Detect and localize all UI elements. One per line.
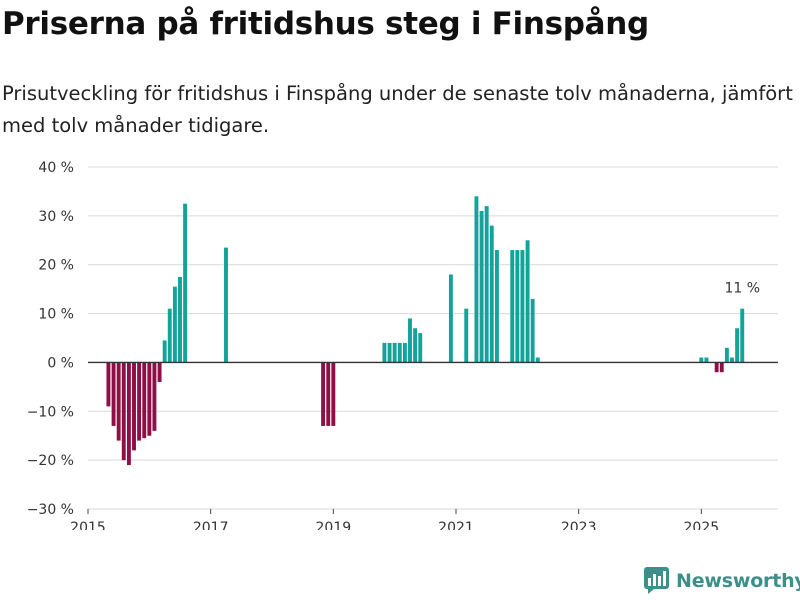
chart-title: Priserna på fritidshus steg i Finspång: [2, 6, 649, 42]
newsworthy-logo: Newsworthy: [644, 567, 800, 594]
bar: [520, 250, 525, 363]
bar: [147, 362, 152, 436]
bar: [321, 362, 326, 426]
bar: [392, 342, 397, 363]
bar: [162, 340, 167, 363]
bar: [111, 362, 116, 426]
y-axis: 40 % 30 % 20 % 10 % 0 % −10 % −20 % −30 %: [27, 160, 74, 518]
y-tick-label: 40 %: [38, 160, 74, 176]
y-tick-label: 30 %: [38, 209, 74, 225]
y-tick-label: −30 %: [27, 502, 74, 518]
bar: [418, 333, 423, 363]
bar: [735, 328, 740, 363]
bar: [724, 347, 729, 363]
bar: [326, 362, 331, 426]
bar: [484, 206, 489, 363]
y-tick-label: 10 %: [38, 307, 74, 323]
bar: [474, 196, 479, 363]
y-tick-label: −20 %: [27, 453, 74, 469]
bar: [397, 342, 402, 363]
x-tick-label: 2025: [684, 520, 720, 530]
bar: [479, 210, 484, 363]
bar: [178, 276, 182, 363]
x-tick-label: 2023: [561, 520, 597, 530]
bar: [535, 357, 540, 363]
bar: [525, 240, 530, 363]
bar: [530, 298, 535, 363]
bar: [510, 250, 515, 363]
bar: [489, 225, 494, 363]
bar: [137, 362, 142, 441]
gridlines: [88, 166, 778, 510]
x-tick-label: 2017: [193, 520, 229, 530]
bar: [699, 357, 704, 363]
bar: [126, 362, 131, 466]
bar: [157, 362, 162, 382]
x-tick-label: 2015: [70, 520, 106, 530]
bar: [224, 247, 228, 363]
bar: [464, 308, 469, 363]
bar: [740, 308, 745, 363]
bar: [515, 250, 520, 363]
bar: [142, 362, 147, 439]
bar: [730, 357, 734, 363]
annotations: 11 %: [724, 281, 760, 297]
bar-chart: 2015 2017 2019 2021 2023 2025 40 % 30 % 20 % 10 …: [27, 160, 778, 530]
bar: [408, 318, 412, 363]
bar: [167, 308, 172, 363]
y-tick-label: −10 %: [27, 404, 74, 420]
brand-name: Newsworthy: [676, 569, 800, 592]
bar: [402, 342, 407, 363]
bars: [106, 196, 745, 466]
bar: [116, 362, 121, 441]
chart-subtitle: Prisutveckling för fritidshus i Finspång…: [2, 82, 793, 137]
bar: [172, 286, 177, 363]
bar: [387, 342, 392, 363]
bar: [719, 362, 724, 373]
bar: [413, 328, 418, 363]
bar: [382, 342, 387, 363]
bar: [714, 362, 719, 373]
bar: [121, 362, 126, 461]
bar: [183, 203, 188, 363]
y-tick-label: 0 %: [47, 355, 74, 371]
bar: [331, 362, 336, 426]
bar: [132, 362, 136, 451]
bar: [704, 357, 709, 363]
x-tick-label: 2019: [316, 520, 352, 530]
x-axis: 2015 2017 2019 2021 2023 2025: [70, 509, 719, 530]
bar: [448, 274, 453, 363]
newsworthy-logo-icon: [644, 567, 669, 594]
data-label: 11 %: [724, 281, 760, 297]
bar: [494, 250, 499, 363]
y-tick-label: 20 %: [38, 258, 74, 274]
bar: [106, 362, 111, 407]
bar: [152, 362, 157, 431]
x-tick-label: 2021: [438, 520, 474, 530]
